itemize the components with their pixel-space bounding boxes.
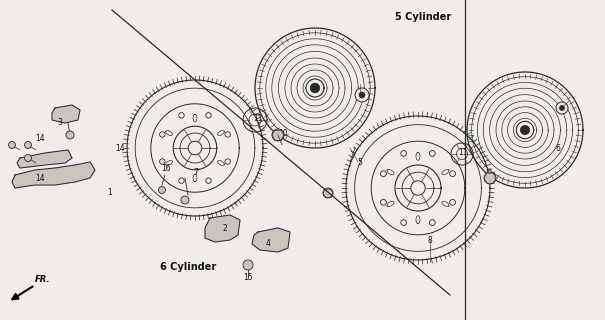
Text: 6 Cylinder: 6 Cylinder [160,262,216,272]
Text: 5 Cylinder: 5 Cylinder [395,12,451,22]
Circle shape [225,132,231,137]
Circle shape [178,178,184,183]
Text: 14: 14 [115,143,125,153]
Polygon shape [193,174,197,182]
Text: 16: 16 [161,164,171,172]
Text: 11: 11 [458,148,468,156]
Polygon shape [387,170,394,175]
Polygon shape [416,216,420,224]
Circle shape [225,159,231,164]
Circle shape [160,159,165,164]
Text: 6: 6 [555,143,560,153]
Circle shape [560,106,564,110]
Text: 8: 8 [428,236,433,244]
Circle shape [401,220,407,226]
Circle shape [24,155,31,162]
Circle shape [401,150,407,156]
Text: 7: 7 [194,167,198,177]
Circle shape [355,88,369,102]
Text: 12: 12 [357,90,367,99]
Circle shape [24,141,31,148]
Text: 4: 4 [266,238,270,247]
Text: 14: 14 [35,133,45,142]
Circle shape [206,113,211,118]
Text: 13: 13 [558,103,568,113]
Polygon shape [252,228,290,252]
Circle shape [206,178,211,183]
Polygon shape [218,131,224,136]
Circle shape [484,172,496,184]
Text: 5: 5 [358,157,362,166]
Polygon shape [442,201,449,206]
Polygon shape [416,152,420,160]
Circle shape [178,113,184,118]
Text: 3: 3 [57,117,62,126]
Polygon shape [193,114,197,122]
Polygon shape [12,162,95,188]
Polygon shape [166,160,172,165]
Circle shape [323,188,333,198]
Polygon shape [17,150,72,168]
Circle shape [181,196,189,204]
Text: 9: 9 [327,188,332,197]
Circle shape [188,141,202,155]
Polygon shape [218,160,224,165]
Text: 2: 2 [223,223,227,233]
Text: 10: 10 [485,173,495,182]
Polygon shape [166,131,172,136]
Circle shape [359,92,365,98]
Polygon shape [205,215,240,242]
Circle shape [272,129,284,141]
Text: 10: 10 [278,129,288,138]
Text: FR.: FR. [35,275,50,284]
Text: 15: 15 [243,274,253,283]
Circle shape [520,125,529,135]
Circle shape [159,187,166,194]
Text: 1: 1 [108,188,113,196]
Circle shape [66,131,74,139]
Polygon shape [52,105,80,123]
Circle shape [430,150,435,156]
Circle shape [8,141,16,148]
Polygon shape [387,201,394,206]
Circle shape [411,181,425,195]
Circle shape [556,102,568,114]
Circle shape [450,199,456,205]
Text: 14: 14 [35,173,45,182]
Circle shape [381,171,386,177]
Circle shape [243,260,253,270]
Circle shape [381,199,386,205]
Polygon shape [442,170,449,175]
Circle shape [430,220,435,226]
Circle shape [160,132,165,137]
Circle shape [310,83,320,93]
Text: 11: 11 [253,114,263,123]
Circle shape [450,171,456,177]
